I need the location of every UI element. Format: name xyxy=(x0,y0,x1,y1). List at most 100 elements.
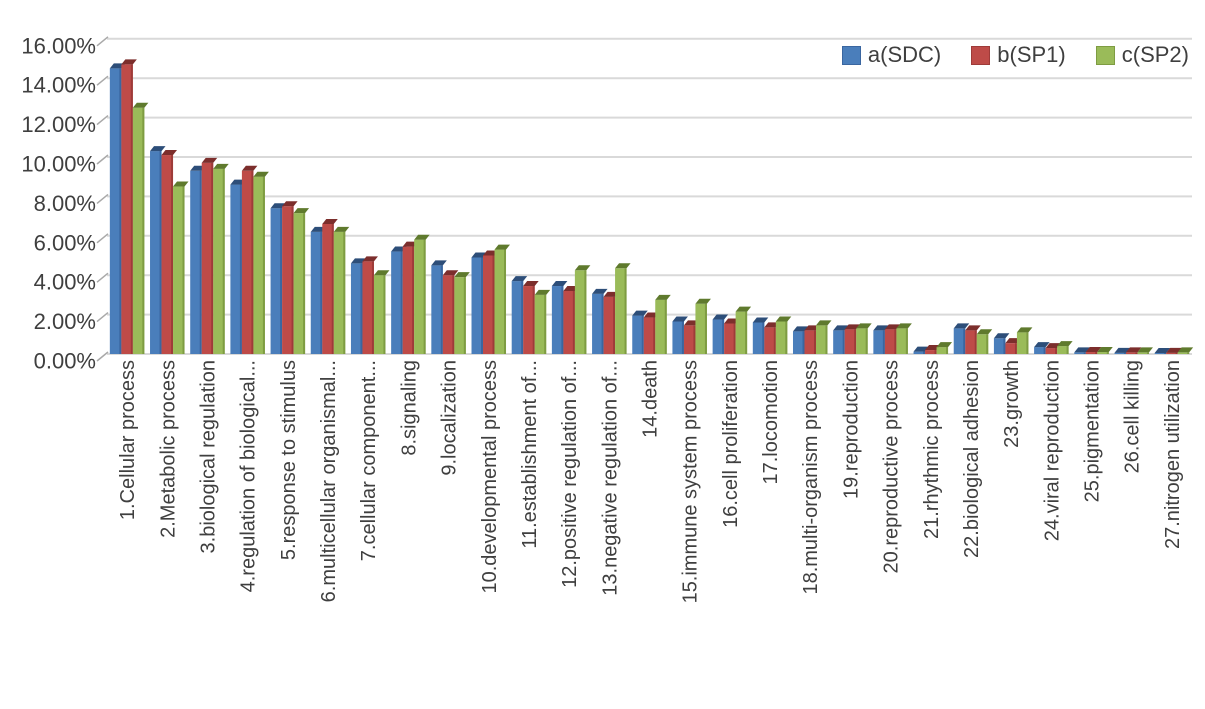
bar-top-face xyxy=(414,234,430,240)
bar-edge xyxy=(722,319,725,354)
bar-b(SP1) xyxy=(1085,352,1098,354)
bar-b(SP1) xyxy=(844,329,857,354)
bar-c(SP2) xyxy=(936,347,949,354)
bar-c(SP2) xyxy=(293,213,306,354)
bar-edge xyxy=(1187,352,1190,354)
bar-a(SDC) xyxy=(350,263,363,354)
bar-b(SP1) xyxy=(603,296,616,354)
bar-edge xyxy=(1043,347,1046,354)
bar-top-face xyxy=(150,146,166,152)
bar-a(SDC) xyxy=(913,351,926,354)
bar-top-face xyxy=(752,317,769,323)
y-axis-tick-label: 0.00% xyxy=(34,349,96,374)
bar-top-face xyxy=(712,314,729,320)
bar-edge xyxy=(693,325,696,354)
x-axis-category-label: 11.establishment of... xyxy=(519,360,541,549)
x-axis-category-label: 3.biological regulation xyxy=(197,360,219,553)
bar-edge xyxy=(1066,346,1069,354)
bar-b(SP1) xyxy=(724,323,736,354)
legend-marker-green-icon xyxy=(1095,45,1115,65)
bar-top-face xyxy=(201,157,218,163)
bar-top-face xyxy=(121,59,137,65)
x-axis-category-label: 5.response to stimulus xyxy=(278,360,300,560)
bar-c(SP2) xyxy=(1057,346,1069,354)
x-axis-category-label: 4.regulation of biological... xyxy=(238,360,260,592)
bar-top-face xyxy=(1125,347,1142,353)
bar-c(SP2) xyxy=(454,277,466,354)
x-axis-category-label: 9.localization xyxy=(439,360,461,476)
bar-b(SP1) xyxy=(764,327,776,354)
bar-top-face xyxy=(442,270,459,276)
y-axis-tick xyxy=(96,115,109,126)
bar-edge xyxy=(280,208,283,354)
bar-top-face xyxy=(362,256,378,262)
bar-c(SP2) xyxy=(1016,332,1029,354)
bar-c(SP2) xyxy=(735,311,748,354)
y-axis-tick xyxy=(96,312,109,323)
bar-edge xyxy=(360,263,363,354)
bar-edge xyxy=(142,107,145,354)
bar-edge xyxy=(1123,352,1126,354)
bar-a(SDC) xyxy=(190,170,202,354)
y-axis-tick-label: 8.00% xyxy=(34,191,96,216)
x-axis-category-label: 2.Metabolic process xyxy=(157,360,179,538)
bar-b(SP1) xyxy=(241,170,254,354)
legend-label: a(SDC) xyxy=(867,42,942,67)
bar-edge xyxy=(291,206,294,354)
bar-top-face xyxy=(253,171,269,177)
bar-b(SP1) xyxy=(121,64,133,354)
bar-edge xyxy=(521,281,524,354)
bar-edge xyxy=(1146,352,1149,354)
bar-edge xyxy=(1003,338,1006,354)
legend-item-a-sdc: a(SDC) xyxy=(841,42,942,68)
x-axis-category-label: 8.signaling xyxy=(398,360,420,456)
bar-edge xyxy=(239,184,242,354)
bar-c(SP2) xyxy=(494,249,507,354)
bar-a(SDC) xyxy=(1114,352,1126,354)
y-axis-tick-label: 6.00% xyxy=(34,230,96,255)
x-axis-category-label: 27.nitrogen utilization xyxy=(1162,360,1184,549)
bar-b(SP1) xyxy=(925,350,937,354)
bar-a(SDC) xyxy=(953,328,966,354)
bar-edge xyxy=(1026,332,1029,354)
bar-b(SP1) xyxy=(483,255,495,354)
legend-label: b(SP1) xyxy=(997,42,1066,67)
bar-b(SP1) xyxy=(201,162,214,354)
bar-c(SP2) xyxy=(213,168,225,354)
y-axis-tick-label: 2.00% xyxy=(34,309,96,334)
bar-a(SDC) xyxy=(1154,353,1167,354)
bar-c(SP2) xyxy=(132,107,145,354)
bar-edge xyxy=(440,265,443,354)
bar-top-face xyxy=(833,325,849,331)
bar-edge xyxy=(331,223,334,354)
bar-top-face xyxy=(241,165,258,171)
bar-edge xyxy=(371,261,374,354)
bar-top-face xyxy=(322,218,338,224)
bar-a(SDC) xyxy=(150,151,162,354)
bar-edge xyxy=(704,303,707,354)
bar-top-face xyxy=(993,333,1010,339)
bar-edge xyxy=(664,299,667,354)
legend-marker-red-icon xyxy=(971,45,991,65)
bar-c(SP2) xyxy=(333,231,346,354)
bar-a(SDC) xyxy=(109,68,122,354)
bar-edge xyxy=(211,162,214,354)
bar-top-face xyxy=(695,298,711,304)
bar-top-face xyxy=(293,208,310,214)
bar-b(SP1) xyxy=(683,325,696,354)
legend-marker-blue-icon xyxy=(841,45,861,65)
bar-edge xyxy=(343,231,346,354)
bar-top-face xyxy=(615,263,631,269)
bar-a(SDC) xyxy=(873,330,885,354)
bar-edge xyxy=(963,328,966,354)
bar-edge xyxy=(561,286,564,354)
bar-edge xyxy=(572,290,575,354)
bar-edge xyxy=(825,325,828,354)
bar-top-face xyxy=(173,181,189,187)
x-axis-category-label: 16.cell proliferation xyxy=(720,360,742,528)
bar-edge xyxy=(532,286,535,354)
legend: a(SDC) b(SP1) c(SP2) xyxy=(841,42,1189,68)
bar-top-face xyxy=(574,265,591,271)
bar-a(SDC) xyxy=(270,208,283,354)
